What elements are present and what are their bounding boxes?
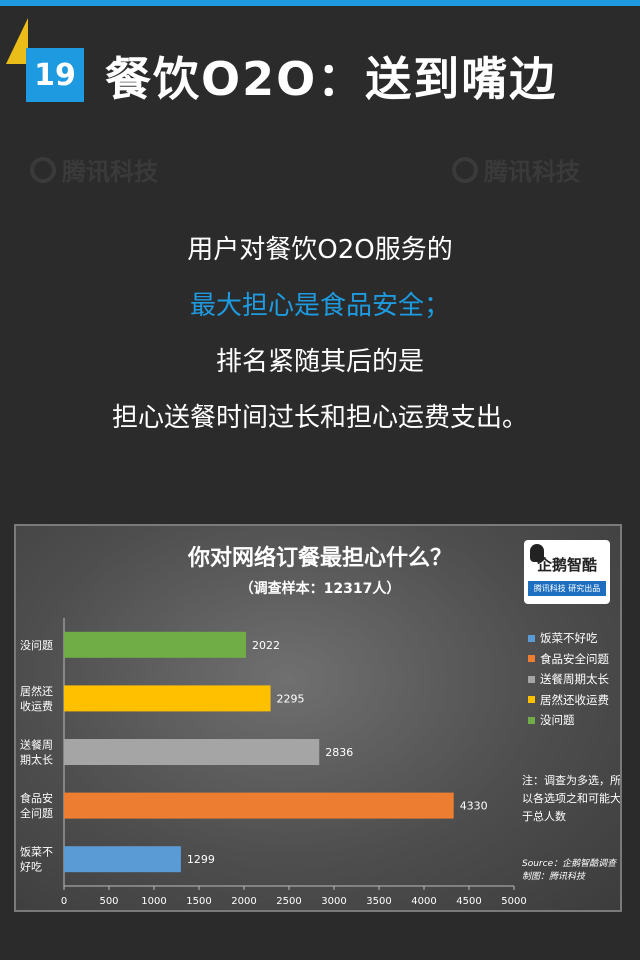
top-accent-bar — [0, 0, 640, 6]
logo-title: 企鹅智酷 — [536, 556, 597, 574]
legend-label: 食品安全问题 — [540, 651, 609, 666]
watermark-logo: 腾讯科技 — [452, 152, 580, 187]
x-tick-label: 4000 — [411, 896, 436, 907]
bar — [64, 685, 271, 712]
category-label: 食品安 — [20, 791, 53, 805]
penguin-icon — [530, 544, 544, 562]
category-label: 居然还 — [20, 684, 53, 698]
category-label: 没问题 — [20, 639, 53, 652]
data-label: 1299 — [187, 853, 215, 866]
legend-swatch — [528, 696, 535, 704]
x-tick-label: 3000 — [321, 896, 346, 907]
x-tick-label: 1500 — [186, 896, 211, 907]
legend-item: 饭菜不好吃 — [528, 628, 620, 649]
bar — [64, 739, 320, 765]
data-label: 2836 — [325, 746, 353, 759]
data-label: 4330 — [460, 800, 488, 813]
x-tick-label: 5000 — [501, 896, 526, 907]
legend-swatch — [528, 675, 535, 683]
watermark-circle-icon — [452, 156, 478, 183]
chart-title: 你对网络订餐最担心什么？ — [187, 546, 452, 571]
legend-label: 居然还收运费 — [540, 692, 609, 707]
legend-item: 送餐周期太长 — [528, 669, 620, 690]
x-tick-label: 4500 — [456, 896, 481, 907]
legend-label: 饭菜不好吃 — [540, 631, 598, 646]
source-line: Source：企鹅智酷调查 — [522, 859, 617, 869]
chart-note: 注：调查为多选，所以各选项之和可能大于总人数 — [522, 774, 621, 823]
category-label: 饭菜不 — [20, 846, 53, 859]
watermark-logo: 腾讯科技 — [30, 152, 158, 187]
category-label: 送餐周 — [20, 738, 53, 752]
chart-source: Source：企鹅智酷调查 制图：腾讯科技 — [522, 858, 620, 884]
legend-swatch — [528, 634, 535, 642]
x-tick-label: 3500 — [366, 896, 391, 907]
intro-line: 排名紧随其后的是 — [215, 347, 424, 377]
brand-logo: 企鹅智酷 腾讯科技 研究出品 — [524, 540, 610, 604]
page-title: 餐饮O2O：送到嘴边 — [105, 52, 558, 106]
watermark-circle-icon — [30, 156, 56, 183]
legend-swatch — [528, 716, 535, 724]
x-tick-label: 1000 — [141, 896, 166, 907]
x-tick-label: 0 — [61, 896, 67, 907]
category-label: 收运费 — [20, 699, 53, 713]
category-label: 全问题 — [20, 806, 53, 820]
decorative-triangle — [6, 18, 28, 64]
data-label: 2295 — [277, 692, 305, 705]
intro-highlight-line: 最大担心是食品安全； — [189, 291, 450, 321]
x-tick-label: 500 — [99, 896, 118, 907]
legend-label: 送餐周期太长 — [540, 672, 609, 687]
bar-chart: 0 500 1000 1500 2000 2500 3000 3500 4000 4500 5000… — [20, 618, 527, 907]
bar — [64, 846, 181, 873]
page-number-badge: 19 — [26, 48, 84, 102]
intro-line: 用户对餐饮O2O服务的 — [187, 235, 453, 265]
bar — [64, 631, 246, 658]
intro-line: 担心送餐时间过长和担心运费支出。 — [111, 403, 528, 433]
chart-panel: 你对网络订餐最担心什么？ （调查样本：12317人） 企鹅智酷 腾讯科技 研究出… — [14, 524, 622, 912]
chart-legend: 饭菜不好吃食品安全问题 送餐周期太长 居然还收运费 没问题 — [528, 628, 620, 731]
chart-subtitle: （调查样本：12317人） — [239, 581, 401, 597]
credit-line: 制图：腾讯科技 — [522, 872, 586, 882]
legend-item: 居然还收运费 — [528, 690, 620, 711]
intro-text: 用户对餐饮O2O服务的 最大担心是食品安全； 排名紧随其后的是 担心送餐时间过长… — [0, 222, 640, 446]
x-tick-label: 2500 — [276, 896, 301, 907]
logo-subtitle: 腾讯科技 研究出品 — [528, 581, 606, 596]
bar — [64, 792, 454, 819]
category-label: 好吃 — [20, 860, 42, 874]
legend-label: 没问题 — [540, 713, 575, 728]
legend-item: 没问题 — [528, 710, 620, 731]
data-label: 2022 — [252, 639, 280, 652]
legend-swatch — [528, 655, 535, 663]
category-label: 期太长 — [20, 754, 53, 767]
legend-item: 食品安全问题 — [528, 649, 620, 670]
x-tick-label: 2000 — [231, 896, 256, 907]
